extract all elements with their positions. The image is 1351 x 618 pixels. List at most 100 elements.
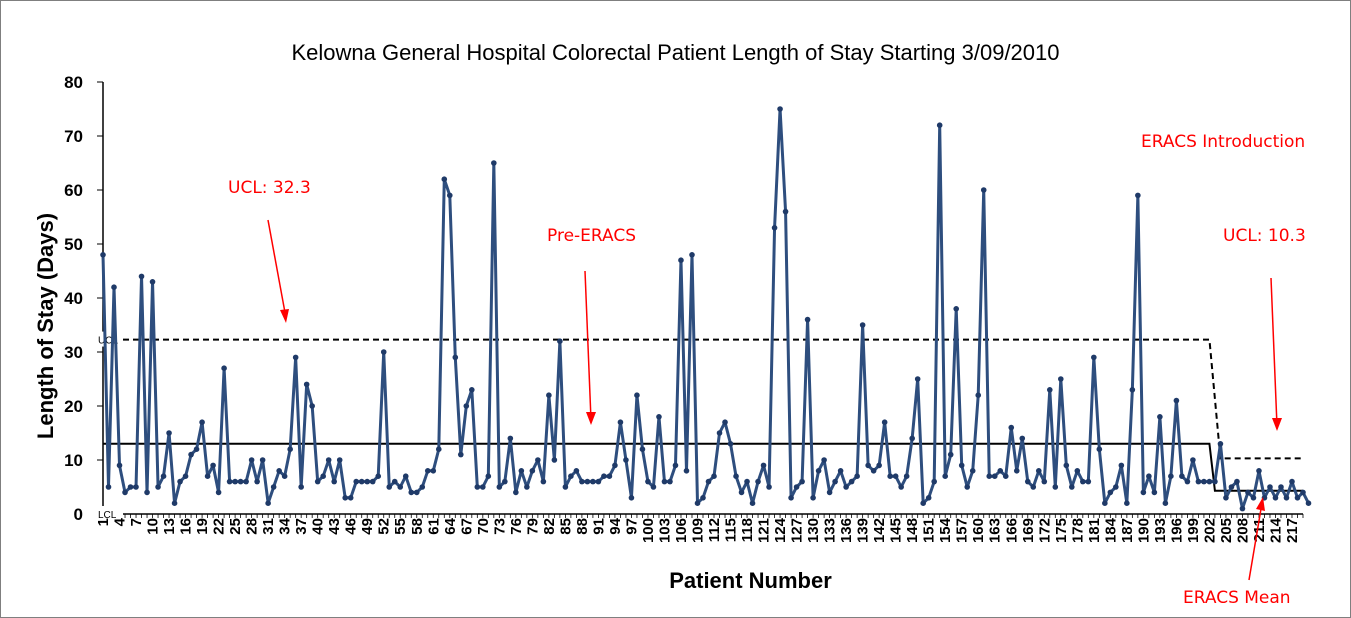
data-point — [1294, 495, 1301, 501]
data-point — [1146, 473, 1152, 480]
data-point — [336, 457, 343, 463]
los-series — [100, 106, 1312, 512]
data-point — [111, 284, 117, 291]
data-point — [507, 435, 514, 442]
data-point — [1046, 387, 1053, 393]
x-tick-label: 136 — [838, 518, 855, 543]
x-tick-label: 124 — [772, 517, 789, 543]
data-point — [276, 468, 282, 474]
x-tick-label: 25 — [227, 518, 244, 535]
data-point — [777, 106, 783, 112]
data-point — [859, 322, 866, 328]
x-tick-label: 160 — [970, 518, 987, 543]
data-point — [991, 473, 998, 480]
data-point — [887, 473, 893, 480]
axes — [97, 81, 1304, 518]
data-point — [182, 473, 189, 480]
arrow-ucl-pre — [267, 219, 289, 323]
data-point — [1030, 484, 1037, 490]
data-point — [1124, 500, 1130, 507]
data-point — [634, 392, 640, 399]
x-tick-label: 130 — [805, 518, 822, 543]
data-point — [1228, 484, 1235, 490]
data-point — [1245, 489, 1251, 496]
annotation-ucl-post: UCL: 10.3 — [1223, 226, 1306, 246]
x-tick-label: 7 — [128, 518, 145, 526]
data-point — [958, 462, 965, 469]
data-point — [661, 478, 668, 485]
data-point — [358, 478, 365, 485]
data-point — [678, 257, 684, 264]
x-axis-label: Patient Number — [669, 568, 832, 593]
x-tick-label: 175 — [1053, 518, 1070, 543]
data-point — [799, 478, 805, 485]
data-point — [771, 225, 778, 231]
x-tick-label: 94 — [607, 517, 624, 534]
data-point — [964, 484, 971, 490]
annotation-pre-eracs: Pre-ERACS — [547, 226, 636, 246]
x-tick-label: 139 — [855, 518, 872, 543]
x-tick-label: 121 — [756, 518, 773, 543]
x-tick-label: 73 — [491, 518, 508, 535]
x-tick-label: 172 — [1036, 518, 1053, 543]
x-tick-label: 205 — [1218, 518, 1235, 543]
data-point — [645, 478, 651, 485]
y-tick-label: 70 — [64, 127, 83, 146]
data-point — [413, 489, 420, 496]
data-point — [876, 462, 882, 469]
data-point — [1239, 505, 1246, 512]
data-point — [254, 478, 260, 485]
data-point — [215, 489, 222, 496]
y-tick-label: 10 — [64, 451, 83, 470]
data-point — [1135, 192, 1141, 199]
data-point — [606, 473, 613, 480]
data-point — [353, 478, 360, 485]
data-point — [160, 473, 167, 480]
x-tick-label: 127 — [789, 518, 806, 543]
x-tick-label: 70 — [475, 518, 492, 535]
data-point — [1212, 478, 1218, 485]
annotation-eracs-mean: ERACS Mean — [1183, 588, 1291, 608]
data-point — [292, 354, 299, 361]
data-point — [1063, 462, 1070, 469]
data-point — [925, 495, 932, 501]
x-tick-label: 184 — [1102, 517, 1119, 543]
annotations: UCL: 32.3 Pre-ERACS ERACS Introduction U… — [228, 132, 1306, 608]
data-point — [854, 473, 860, 480]
data-point — [1102, 500, 1108, 507]
data-point — [259, 457, 266, 463]
data-point — [237, 478, 244, 485]
data-point — [612, 462, 618, 469]
x-tick-label: 115 — [723, 518, 740, 542]
data-point — [430, 468, 437, 474]
x-tick-label: 67 — [458, 518, 475, 535]
data-point — [1057, 376, 1064, 382]
data-point — [1052, 484, 1059, 490]
data-point — [793, 484, 800, 490]
data-point — [535, 457, 541, 463]
data-point — [364, 478, 371, 485]
x-tick-label: 157 — [954, 518, 971, 543]
data-point — [947, 451, 954, 458]
data-point — [1140, 489, 1147, 496]
data-point — [491, 160, 497, 166]
data-point — [149, 279, 156, 285]
data-point — [744, 478, 750, 485]
data-point — [931, 478, 937, 485]
data-point — [1223, 495, 1229, 501]
data-point — [1184, 478, 1191, 485]
data-point — [397, 484, 404, 490]
data-point — [568, 473, 574, 480]
x-tick-label: 151 — [921, 518, 938, 543]
data-point — [579, 478, 585, 485]
data-point — [716, 430, 723, 436]
x-tick-label: 34 — [277, 517, 294, 534]
arrow-ucl-post — [1270, 277, 1282, 431]
data-point — [749, 500, 756, 507]
x-tick-label: 31 — [260, 518, 277, 535]
data-point — [914, 376, 921, 382]
data-point — [314, 478, 321, 485]
data-point — [1107, 489, 1114, 496]
x-tick-label: 85 — [557, 518, 574, 535]
x-tick-label: 118 — [739, 518, 756, 542]
